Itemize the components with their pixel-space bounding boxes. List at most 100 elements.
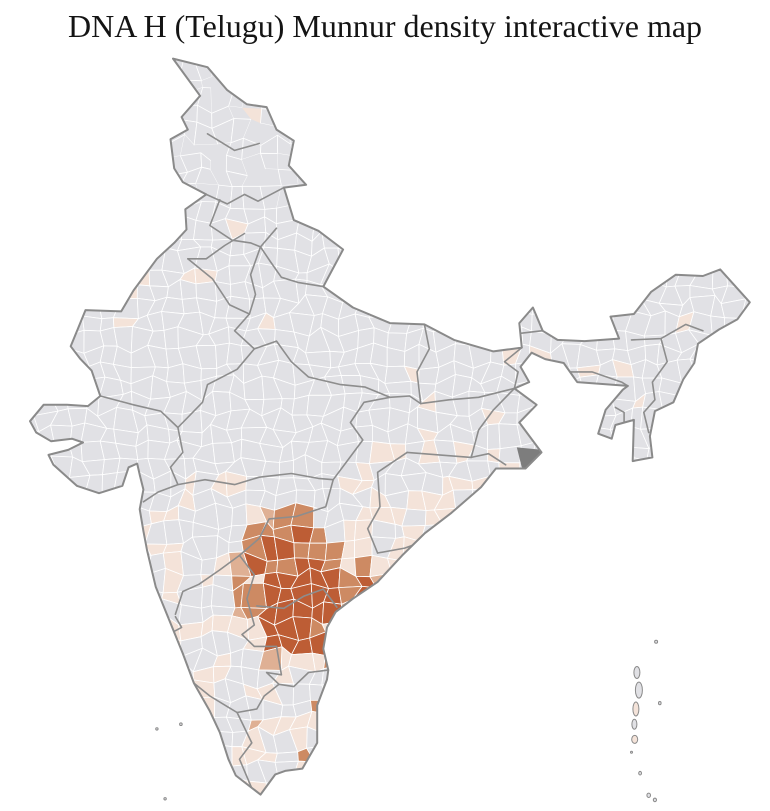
- district-cell[interactable]: [369, 342, 388, 368]
- district-cell[interactable]: [354, 555, 373, 578]
- district-cell[interactable]: [487, 423, 501, 450]
- district-cell[interactable]: [193, 219, 214, 241]
- district-cell[interactable]: [180, 134, 201, 156]
- district-cell[interactable]: [279, 459, 295, 479]
- district-cell[interactable]: [297, 184, 313, 204]
- district-cell[interactable]: [66, 365, 90, 385]
- state-border-line: [332, 396, 391, 481]
- district-cell[interactable]: [50, 424, 73, 448]
- district-cell[interactable]: [343, 519, 357, 542]
- district-cell[interactable]: [274, 751, 299, 763]
- state-border-line: [99, 313, 256, 429]
- kolkata-delta-region[interactable]: [516, 447, 543, 474]
- lakshadweep-islands: [155, 722, 183, 801]
- district-cell[interactable]: [497, 310, 523, 331]
- district-cell[interactable]: [241, 153, 266, 176]
- island[interactable]: [638, 770, 642, 776]
- district-cell[interactable]: [612, 455, 635, 477]
- district-cell[interactable]: [324, 631, 346, 658]
- island[interactable]: [658, 701, 662, 706]
- district-cell[interactable]: [260, 123, 278, 146]
- district-cell[interactable]: [69, 474, 91, 495]
- state-border-line: [253, 340, 422, 405]
- island[interactable]: [155, 727, 159, 731]
- island[interactable]: [632, 701, 640, 717]
- district-cell[interactable]: [277, 153, 298, 171]
- district-cell[interactable]: [337, 247, 358, 273]
- state-border-line: [503, 346, 523, 390]
- island[interactable]: [630, 750, 633, 754]
- district-cell[interactable]: [211, 87, 234, 114]
- district-cell[interactable]: [242, 168, 266, 187]
- district-cell[interactable]: [368, 294, 395, 318]
- island[interactable]: [646, 792, 652, 798]
- state-border-line: [209, 199, 278, 248]
- district-cell[interactable]: [227, 776, 248, 799]
- district-cell[interactable]: [530, 406, 547, 431]
- district-cell[interactable]: [113, 470, 138, 494]
- district-cell[interactable]: [470, 487, 490, 509]
- district-cell[interactable]: [228, 540, 244, 554]
- district-cell[interactable]: [210, 169, 233, 187]
- island[interactable]: [631, 718, 638, 730]
- state-border-line: [630, 323, 704, 341]
- district-cell[interactable]: [452, 489, 474, 509]
- island[interactable]: [654, 639, 659, 644]
- district-cell[interactable]: [243, 119, 261, 146]
- island[interactable]: [179, 722, 183, 727]
- district-cell[interactable]: [178, 104, 198, 123]
- district-cell[interactable]: [212, 442, 235, 465]
- state-border-line: [206, 133, 260, 152]
- district-cell[interactable]: [432, 315, 457, 333]
- district-cell[interactable]: [215, 502, 234, 530]
- island[interactable]: [163, 797, 167, 801]
- district-cell[interactable]: [490, 343, 505, 366]
- district-cell[interactable]: [515, 297, 536, 315]
- island[interactable]: [652, 797, 658, 803]
- district-cell[interactable]: [129, 247, 150, 274]
- district-cell[interactable]: [162, 214, 183, 240]
- district-cell[interactable]: [240, 582, 268, 609]
- district-cell[interactable]: [310, 699, 330, 714]
- district-cell[interactable]: [260, 168, 282, 187]
- district-cell[interactable]: [193, 717, 215, 735]
- district-cell[interactable]: [210, 605, 236, 617]
- district-cell[interactable]: [293, 542, 311, 559]
- district-cell[interactable]: [194, 144, 218, 161]
- state-border-line: [518, 330, 543, 335]
- district-cell[interactable]: [354, 536, 373, 559]
- district-cell[interactable]: [321, 231, 348, 249]
- district-cell[interactable]: [82, 315, 103, 332]
- district-cell[interactable]: [264, 559, 279, 575]
- district-cell[interactable]: [178, 604, 204, 626]
- district-cell[interactable]: [468, 334, 492, 346]
- district-cell[interactable]: [228, 106, 252, 120]
- district-cell[interactable]: [402, 536, 428, 562]
- district-cell[interactable]: [201, 76, 213, 88]
- island[interactable]: [633, 666, 641, 679]
- state-border-line: [238, 554, 283, 686]
- district-cell[interactable]: [242, 107, 262, 124]
- state-border-line: [366, 451, 408, 554]
- state-border-line: [174, 478, 334, 616]
- district-cell[interactable]: [210, 155, 227, 171]
- district-cell[interactable]: [614, 446, 635, 459]
- island[interactable]: [631, 734, 639, 744]
- district-cell[interactable]: [724, 317, 742, 337]
- district-cell[interactable]: [289, 124, 310, 145]
- district-cell[interactable]: [321, 601, 342, 625]
- district-cell[interactable]: [307, 542, 328, 561]
- district-cell[interactable]: [498, 462, 521, 480]
- district-cell[interactable]: [579, 374, 599, 399]
- state-border-line: [470, 387, 516, 459]
- district-cell[interactable]: [384, 380, 412, 395]
- state-border-line: [643, 337, 668, 434]
- district-cell[interactable]: [210, 142, 231, 161]
- district-cell[interactable]: [163, 326, 179, 350]
- district-cell[interactable]: [340, 599, 358, 625]
- district-cell[interactable]: [273, 107, 294, 127]
- state-border-line: [419, 387, 516, 405]
- page-title: DNA H (Telugu) Munnur density interactiv…: [67, 8, 703, 44]
- island[interactable]: [634, 681, 643, 699]
